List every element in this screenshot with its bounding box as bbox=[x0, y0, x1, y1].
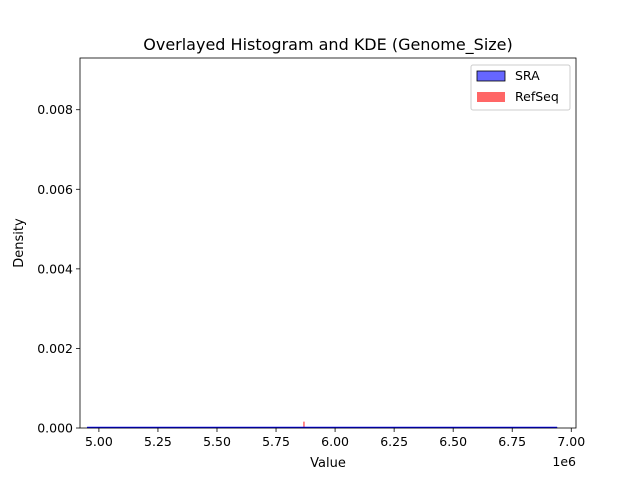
x-tick-label: 6.25 bbox=[380, 434, 408, 449]
y-axis-label: Density bbox=[12, 218, 27, 268]
plot-area bbox=[79, 57, 577, 429]
plot-frame bbox=[79, 57, 577, 429]
plot-background bbox=[80, 58, 576, 428]
y-tick-label: 0.000 bbox=[37, 421, 73, 436]
x-tick-label: 6.50 bbox=[439, 434, 467, 449]
legend-swatch-refseq bbox=[477, 92, 505, 102]
y-tick-label: 0.008 bbox=[37, 102, 73, 117]
x-axis-ticks: 5.00 5.25 5.50 5.75 6.00 6.25 6.50 6.75 7.00 bbox=[85, 428, 585, 449]
y-tick-label: 0.002 bbox=[37, 341, 73, 356]
chart-title: Overlayed Histogram and KDE (Genome_Size… bbox=[143, 35, 513, 55]
x-tick-label: 5.25 bbox=[144, 434, 172, 449]
y-tick-label: 0.006 bbox=[37, 182, 73, 197]
histogram-bar-refseq bbox=[303, 421, 305, 428]
x-axis-offset-label: 1e6 bbox=[552, 454, 576, 469]
x-axis-label: Value bbox=[310, 456, 346, 471]
x-tick-label: 6.75 bbox=[498, 434, 526, 449]
legend: SRA RefSeq bbox=[470, 64, 571, 111]
y-axis-ticks: 0.000 0.002 0.004 0.006 0.008 bbox=[37, 102, 80, 436]
y-tick-label: 0.004 bbox=[37, 261, 73, 276]
legend-swatch-sra bbox=[476, 70, 506, 82]
x-tick-label: 5.75 bbox=[262, 434, 290, 449]
legend-label-refseq: RefSeq bbox=[515, 89, 559, 104]
x-tick-label: 5.00 bbox=[85, 434, 113, 449]
x-tick-label: 6.00 bbox=[321, 434, 349, 449]
legend-label-sra: SRA bbox=[515, 68, 540, 83]
x-tick-label: 5.50 bbox=[203, 434, 231, 449]
x-tick-label: 7.00 bbox=[557, 434, 585, 449]
